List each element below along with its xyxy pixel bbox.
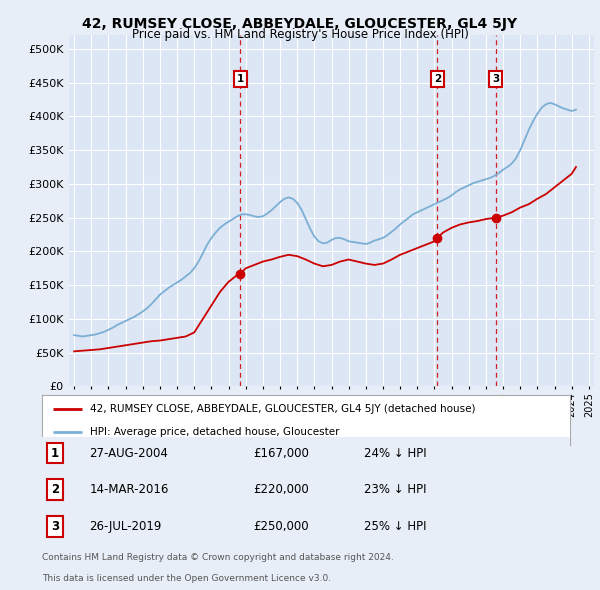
Text: 26-JUL-2019: 26-JUL-2019 [89,520,162,533]
Text: 42, RUMSEY CLOSE, ABBEYDALE, GLOUCESTER, GL4 5JY (detached house): 42, RUMSEY CLOSE, ABBEYDALE, GLOUCESTER,… [89,404,475,414]
Text: 3: 3 [492,74,499,84]
Text: 27-AUG-2004: 27-AUG-2004 [89,447,169,460]
Text: 14-MAR-2016: 14-MAR-2016 [89,483,169,496]
Text: 1: 1 [51,447,59,460]
Text: 24% ↓ HPI: 24% ↓ HPI [364,447,427,460]
Text: 2: 2 [51,483,59,496]
Text: 25% ↓ HPI: 25% ↓ HPI [364,520,427,533]
Text: £220,000: £220,000 [253,483,309,496]
Text: 42, RUMSEY CLOSE, ABBEYDALE, GLOUCESTER, GL4 5JY: 42, RUMSEY CLOSE, ABBEYDALE, GLOUCESTER,… [82,17,518,31]
Text: £250,000: £250,000 [253,520,309,533]
Text: £167,000: £167,000 [253,447,309,460]
Text: Contains HM Land Registry data © Crown copyright and database right 2024.: Contains HM Land Registry data © Crown c… [42,553,394,562]
Text: HPI: Average price, detached house, Gloucester: HPI: Average price, detached house, Glou… [89,427,339,437]
Text: 2: 2 [434,74,441,84]
Text: This data is licensed under the Open Government Licence v3.0.: This data is licensed under the Open Gov… [42,574,331,583]
Text: 1: 1 [236,74,244,84]
Text: 3: 3 [51,520,59,533]
Text: 23% ↓ HPI: 23% ↓ HPI [364,483,427,496]
Text: Price paid vs. HM Land Registry's House Price Index (HPI): Price paid vs. HM Land Registry's House … [131,28,469,41]
